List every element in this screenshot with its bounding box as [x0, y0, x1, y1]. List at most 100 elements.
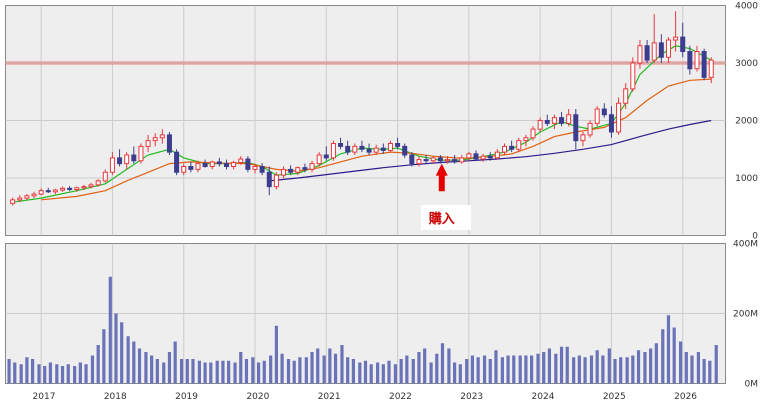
volume-bar [595, 350, 599, 384]
volume-y-tick-label: 400M [733, 240, 758, 250]
volume-bar [55, 364, 59, 384]
volume-bar [346, 357, 350, 384]
candle-up [109, 157, 115, 173]
volume-bar [227, 360, 231, 384]
volume-bar [340, 345, 344, 384]
candle-down [473, 153, 479, 160]
candle-down [345, 145, 351, 153]
volume-bar [280, 353, 284, 384]
price-y-tick-label: 0 [752, 232, 758, 242]
x-tick-label: 2023 [460, 392, 483, 402]
candle-up [159, 134, 165, 139]
volume-bar [25, 357, 29, 384]
candle-up [651, 42, 657, 61]
candle-down [223, 163, 229, 167]
volume-bar [631, 355, 635, 384]
volume-bar [363, 360, 368, 384]
volume-bar [613, 359, 617, 384]
volume-bar [690, 355, 694, 384]
volume-bar [233, 362, 237, 384]
volume-bar [274, 325, 278, 384]
volume-bar [494, 350, 498, 384]
volume-bar [316, 348, 320, 384]
candle-down [687, 51, 693, 70]
volume-bar [292, 360, 296, 384]
volume-bar [435, 353, 439, 384]
candle-down [423, 159, 429, 162]
candle-down [380, 147, 386, 151]
candle-up [387, 143, 393, 151]
candle-down [338, 143, 344, 147]
volume-bar [269, 355, 273, 384]
volume-bar [203, 362, 207, 384]
candle-up [416, 159, 422, 165]
candle-up [523, 137, 529, 142]
volume-bar [536, 353, 540, 384]
x-tick-label: 2022 [389, 392, 412, 402]
candle-down [487, 155, 493, 159]
candle-down [216, 161, 222, 165]
buy-label-background [421, 205, 471, 230]
volume-bar [589, 355, 594, 384]
candle-up [673, 36, 679, 41]
candle-up [352, 145, 358, 153]
volume-y-tick-label: 200M [733, 310, 758, 320]
candle-down [323, 154, 329, 159]
volume-bar [167, 352, 172, 384]
volume-bar [30, 359, 35, 384]
volume-bar [488, 359, 492, 384]
volume-bar [607, 348, 611, 384]
volume-bar [458, 364, 462, 384]
candle-up [124, 154, 130, 165]
candle-down [395, 143, 401, 147]
candle-up [516, 140, 522, 150]
volume-bar [304, 357, 308, 384]
volume-bar [43, 366, 47, 384]
volume-bar [702, 359, 706, 384]
volume-bar [310, 352, 314, 384]
candle-down [288, 168, 294, 173]
candle-up [209, 161, 215, 167]
x-tick-label: 2026 [674, 392, 697, 402]
price-y-tick-label: 4000 [735, 2, 758, 12]
x-tick-labels: 2017 2018 2019 2020 2021 2022 2023 2024 2025 2026 [33, 392, 698, 402]
candle-up [88, 184, 94, 188]
candle-up [231, 161, 237, 168]
candle-up [38, 190, 44, 195]
volume-bar [191, 359, 195, 384]
candle-up [10, 199, 16, 204]
volume-bar [636, 350, 641, 384]
candle-up [102, 171, 108, 182]
candle-up [238, 158, 244, 163]
buy-marker: 購入 [421, 163, 471, 230]
volume-bar [78, 362, 82, 384]
volume-bar [476, 357, 480, 384]
volume-bar [547, 348, 552, 384]
volume-bar [470, 355, 475, 384]
volume-bar [7, 359, 11, 384]
reference-lines [5, 61, 726, 65]
volume-bar [447, 348, 451, 384]
volume-bar [661, 329, 665, 384]
volume-bar [684, 352, 688, 384]
volume-bar [215, 360, 219, 384]
candle-up [623, 88, 629, 104]
candle-down [166, 134, 172, 153]
volume-bar [524, 355, 528, 384]
candle-down [174, 151, 180, 173]
candle-up [494, 151, 500, 159]
candle-down [67, 187, 73, 191]
candle-down [644, 45, 650, 61]
volume-bar [518, 355, 522, 384]
volume-bar [399, 359, 403, 384]
volume-bar [583, 357, 587, 384]
volume-bar [672, 327, 676, 384]
volume-bar [48, 362, 53, 384]
candle-up [459, 157, 465, 163]
volume-bar [239, 352, 243, 384]
volume-bar [654, 343, 658, 384]
price-gridlines [5, 5, 726, 236]
volume-bar [144, 352, 148, 384]
candle-up [580, 134, 586, 142]
candle-up [145, 140, 151, 147]
